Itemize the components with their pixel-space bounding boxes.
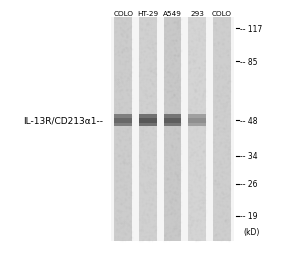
Text: -- 117: -- 117 [240,24,262,33]
Text: -- 26: -- 26 [240,179,258,188]
Bar [139,118,157,123]
Text: A549: A549 [163,10,182,17]
Text: COLO: COLO [212,10,232,17]
Text: HT-29: HT-29 [137,10,158,17]
Text: COLO: COLO [113,10,133,17]
Text: -- 48: -- 48 [240,116,258,125]
Bar [164,18,181,241]
Bar [188,118,206,123]
Bar [114,114,132,127]
Bar [213,18,231,241]
Bar [164,114,181,127]
Bar [188,18,206,241]
Bar [139,18,157,241]
Text: -- 19: -- 19 [240,212,258,221]
Bar [139,114,157,127]
Bar [111,18,234,241]
Bar [114,118,132,123]
Text: -- 85: -- 85 [240,57,258,66]
Bar [114,18,132,241]
Text: IL-13R/CD213α1--: IL-13R/CD213α1-- [23,116,104,125]
Text: -- 34: -- 34 [240,152,258,161]
Bar [188,114,206,127]
Bar [164,118,181,123]
Text: (kD): (kD) [244,228,260,236]
Text: 293: 293 [190,10,204,17]
